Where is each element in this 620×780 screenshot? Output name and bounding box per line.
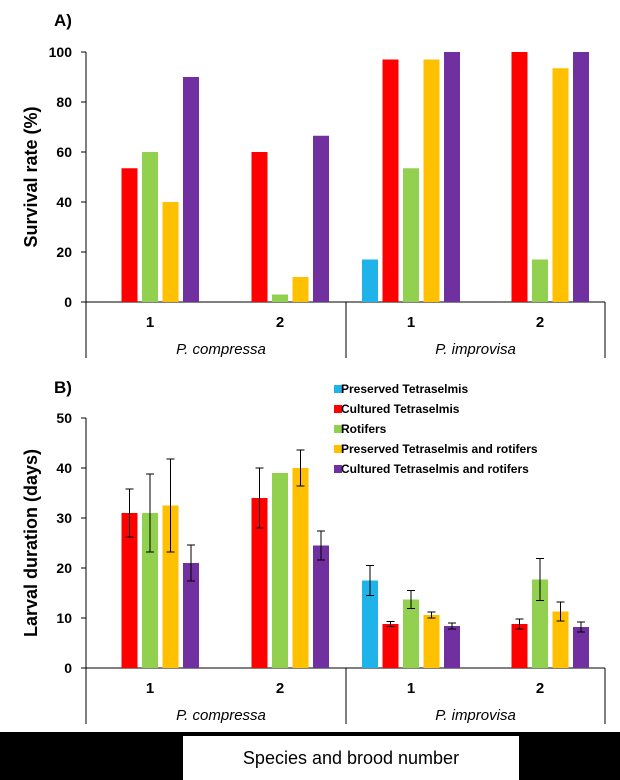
y-tick-label: 40 xyxy=(56,194,72,210)
bar xyxy=(272,473,288,668)
bar xyxy=(362,259,378,302)
legend-label: Cultured Tetraselmis xyxy=(341,402,460,416)
bar xyxy=(382,59,399,302)
panel-a: A) Survival rate (%) 0 20 40 60 80 100 1 2 1 2 P. co… xyxy=(21,11,606,358)
bar xyxy=(162,202,179,302)
bar xyxy=(183,563,199,668)
group-label: P. compressa xyxy=(176,341,266,358)
y-tick-label: 0 xyxy=(64,294,72,310)
y-tick-label: 30 xyxy=(56,510,72,526)
group-label: P. improvisa xyxy=(435,341,516,358)
legend-label: Preserved Tetraselmis and rotifers xyxy=(341,442,538,456)
legend-swatch xyxy=(334,465,342,473)
legend-label: Cultured Tetraselmis and rotifers xyxy=(341,462,529,476)
y-axis-title: Survival rate (%) xyxy=(21,106,41,247)
bar xyxy=(511,52,528,302)
bar xyxy=(532,579,548,668)
x-axis-title: Species and brood number xyxy=(242,747,460,768)
x-tick-label: 2 xyxy=(276,680,284,697)
x-tick-label: 2 xyxy=(536,680,544,697)
legend-swatch xyxy=(334,405,342,413)
legend-label: Rotifers xyxy=(341,422,387,436)
bar xyxy=(552,611,569,668)
bar xyxy=(292,468,309,668)
y-tick-label: 20 xyxy=(56,560,72,576)
group-label: P. compressa xyxy=(176,707,266,724)
bar xyxy=(162,505,179,668)
legend-swatch xyxy=(334,385,342,393)
bar xyxy=(382,624,399,668)
bar xyxy=(313,545,329,668)
group-label: P. improvisa xyxy=(435,707,516,724)
bar xyxy=(573,627,589,668)
y-tick-label: 40 xyxy=(56,460,72,476)
bar xyxy=(423,59,440,302)
y-tick-label: 60 xyxy=(56,144,72,160)
bar xyxy=(121,513,138,668)
y-tick-label: 80 xyxy=(56,94,72,110)
bar xyxy=(362,580,378,668)
legend: Preserved Tetraselmis Cultured Tetraselmi… xyxy=(334,382,538,476)
bar xyxy=(403,599,419,668)
footer-xlabel-box: Species and brood number xyxy=(183,736,519,780)
legend-swatch xyxy=(334,425,342,433)
legend-swatch xyxy=(334,445,342,453)
y-tick-label: 50 xyxy=(56,410,72,426)
bar xyxy=(121,168,138,302)
y-axis-title: Larval duration (days) xyxy=(21,449,41,637)
bar xyxy=(444,52,460,302)
bar xyxy=(272,294,288,302)
x-tick-label: 1 xyxy=(407,680,415,697)
panel-label: A) xyxy=(54,11,72,30)
bar xyxy=(313,135,329,302)
bar xyxy=(444,626,460,668)
bar xyxy=(183,77,199,302)
panel-label: B) xyxy=(54,378,72,397)
bar xyxy=(552,68,569,302)
y-tick-label: 20 xyxy=(56,244,72,260)
x-tick-label: 2 xyxy=(276,314,284,331)
bar xyxy=(532,259,548,302)
y-tick-label: 10 xyxy=(56,610,72,626)
x-tick-label: 1 xyxy=(146,680,154,697)
bar xyxy=(403,168,419,302)
legend-label: Preserved Tetraselmis xyxy=(341,382,469,396)
x-tick-label: 1 xyxy=(407,314,415,331)
bar xyxy=(423,615,440,668)
bar xyxy=(251,498,268,668)
bar xyxy=(511,624,528,668)
x-tick-label: 2 xyxy=(536,314,544,331)
bar xyxy=(142,152,158,302)
y-tick-label: 100 xyxy=(49,44,73,60)
bar xyxy=(251,152,268,302)
x-tick-label: 1 xyxy=(146,314,154,331)
bar xyxy=(573,52,589,302)
y-tick-label: 0 xyxy=(64,660,72,676)
bar xyxy=(292,277,309,302)
